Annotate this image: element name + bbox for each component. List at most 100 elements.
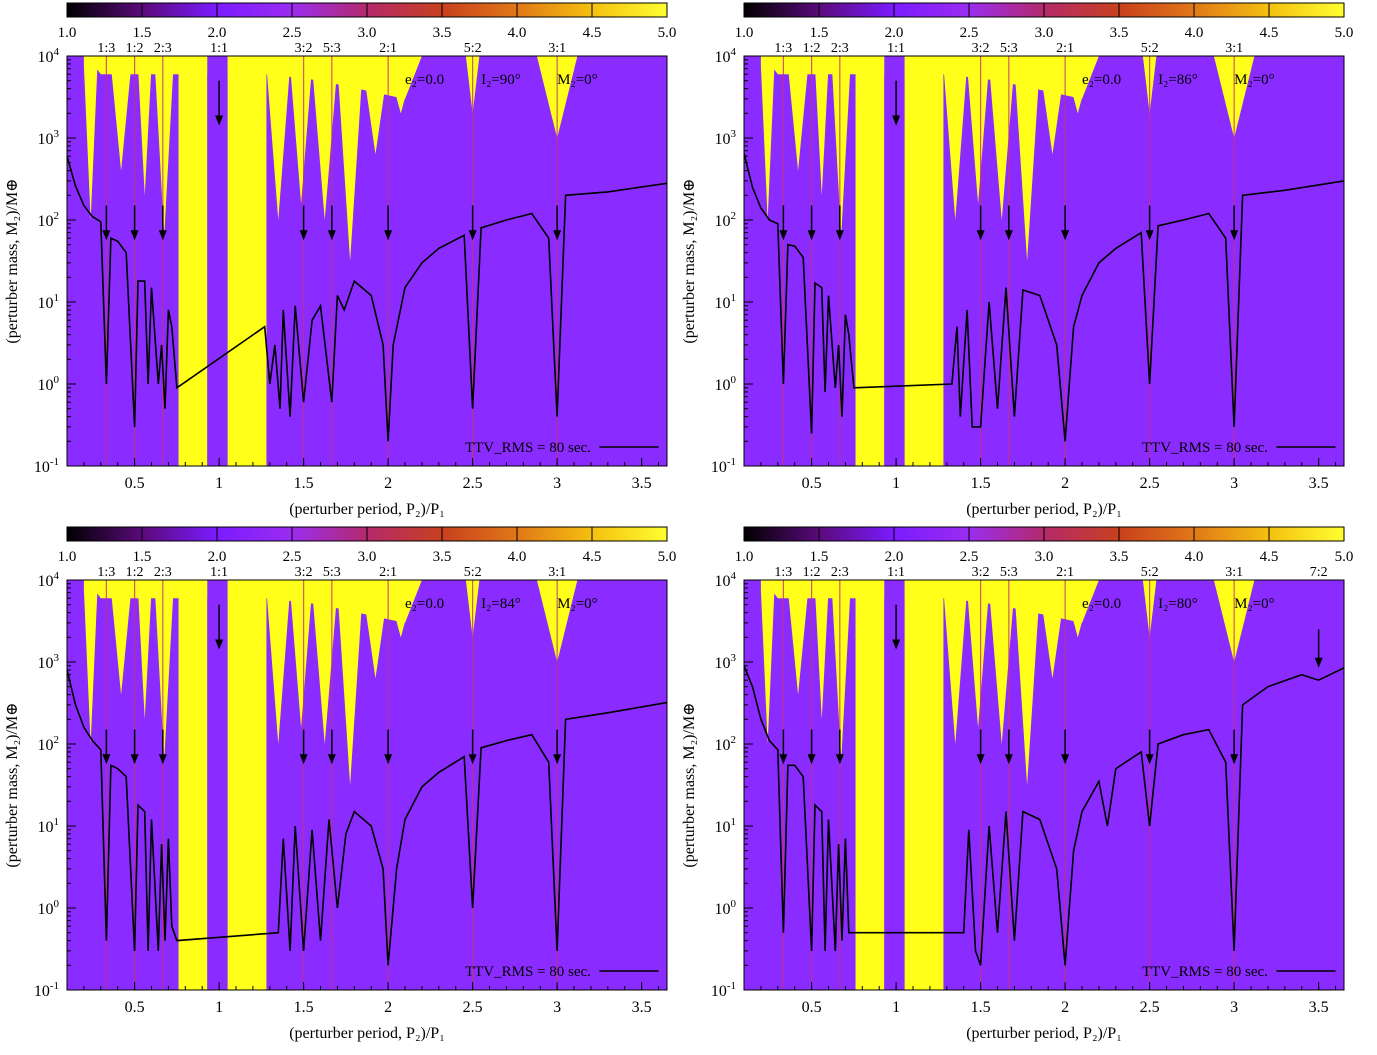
x-tick-label: 3.5 bbox=[632, 475, 652, 492]
plot-frame bbox=[66, 579, 668, 991]
chaotic-region bbox=[83, 56, 98, 220]
x-tick-label: 1.5 bbox=[294, 475, 314, 492]
chaotic-region bbox=[227, 580, 267, 990]
colorbar-tick-label: 1.5 bbox=[810, 25, 829, 41]
x-tick-label: 1 bbox=[892, 475, 900, 492]
colorbar-tick-label: 5.0 bbox=[1335, 25, 1354, 41]
arrow-head bbox=[976, 230, 985, 241]
colorbar-tick-label: 1.0 bbox=[58, 25, 77, 41]
arrow-head bbox=[835, 230, 844, 241]
mean-anomaly-label: M₂=0° bbox=[1234, 72, 1275, 88]
resonance-label: 3:1 bbox=[548, 565, 566, 580]
resonance-label: 3:2 bbox=[972, 565, 990, 580]
colorbar-tick-label: 3.5 bbox=[433, 549, 452, 565]
x-tick-label: 1 bbox=[892, 999, 900, 1016]
chaotic-region bbox=[83, 580, 98, 744]
arrow-head bbox=[215, 115, 224, 126]
mean-anomaly-label: M₂=0° bbox=[557, 596, 598, 612]
arrow-head bbox=[468, 230, 477, 241]
colorbar-tick-label: 4.5 bbox=[583, 549, 602, 565]
chart-panel: 1.0 1.5 2.0 2.5 3.0 3.5 4.0 4.5 5.0 1:3 1:2 2:3 1:1 3… bbox=[4, 2, 676, 518]
chart-panel: 1.0 1.5 2.0 2.5 3.0 3.5 4.0 4.5 5.0 1:3 1:2 2:3 1:1 3… bbox=[681, 2, 1354, 518]
resonance-label: 5:2 bbox=[464, 565, 482, 580]
resonance-label: 5:3 bbox=[323, 565, 341, 580]
arrow-head bbox=[1230, 230, 1239, 241]
chaotic-region bbox=[787, 580, 809, 695]
resonance-label: 1:2 bbox=[126, 565, 144, 580]
chaotic-region bbox=[943, 580, 968, 744]
y-tick-label: 104 bbox=[38, 570, 60, 590]
arrow-head bbox=[158, 230, 167, 241]
resonance-label: 3:2 bbox=[972, 41, 990, 56]
x-tick-label: 3 bbox=[1230, 999, 1238, 1016]
plot-frame bbox=[743, 55, 1345, 467]
arrow-head bbox=[779, 230, 788, 241]
heatmap-background bbox=[744, 56, 1344, 466]
chaotic-region bbox=[814, 56, 829, 196]
chaotic-region bbox=[337, 580, 363, 785]
chaotic-region bbox=[855, 580, 885, 990]
colorbar-tick-label: 2.5 bbox=[283, 549, 302, 565]
resonance-label: 3:1 bbox=[1225, 565, 1243, 580]
ttv-curve bbox=[744, 665, 1344, 966]
resonance-label: 1:3 bbox=[97, 565, 115, 580]
arrow-head bbox=[384, 230, 393, 241]
chaotic-region bbox=[312, 56, 338, 220]
chaotic-region bbox=[178, 580, 208, 990]
x-tick-label: 1.5 bbox=[971, 475, 991, 492]
x-axis-title: (perturber period, P₂)/P₁ bbox=[289, 1025, 445, 1042]
arrow-head bbox=[892, 639, 901, 650]
resonance-label: 1:1 bbox=[210, 565, 228, 580]
resonance-label: 5:3 bbox=[323, 41, 341, 56]
colorbar-tick-label: 5.0 bbox=[1335, 549, 1354, 565]
arrow-head bbox=[835, 754, 844, 765]
plot-frame bbox=[743, 579, 1345, 991]
chaotic-region bbox=[943, 56, 968, 220]
heatmap bbox=[744, 580, 1344, 990]
resonance-label: 2:1 bbox=[379, 41, 397, 56]
chaotic-region bbox=[154, 56, 174, 237]
chaotic-region bbox=[764, 56, 1099, 99]
arrow-head bbox=[553, 754, 562, 765]
arrow-head bbox=[130, 754, 139, 765]
chart-panel: 1.0 1.5 2.0 2.5 3.0 3.5 4.0 4.5 5.0 1:3 1:2 2:3 1:1 3… bbox=[4, 526, 676, 1042]
x-tick-label: 1.5 bbox=[971, 999, 991, 1016]
chaotic-region bbox=[904, 56, 944, 466]
resonance-label: 1:3 bbox=[97, 41, 115, 56]
x-tick-label: 3.5 bbox=[632, 999, 652, 1016]
chaotic-region bbox=[1014, 580, 1040, 785]
ttv-legend-label: TTV_RMS = 80 sec. bbox=[1142, 964, 1268, 980]
chaotic-region bbox=[312, 580, 338, 744]
eccentricity-label: e₂=0.0 bbox=[1082, 72, 1121, 88]
y-axis-title: (perturber mass, M₂)/M⊕ bbox=[681, 702, 698, 867]
colorbar-tick-label: 4.0 bbox=[1185, 549, 1204, 565]
chaotic-region bbox=[855, 56, 885, 466]
resonance-label: 2:3 bbox=[154, 565, 172, 580]
chaotic-region bbox=[814, 580, 829, 720]
heatmap-background bbox=[67, 56, 667, 466]
resonance-label: 3:2 bbox=[295, 565, 313, 580]
arrow-head bbox=[384, 754, 393, 765]
arrow-head bbox=[553, 230, 562, 241]
resonance-label: 1:2 bbox=[803, 565, 821, 580]
chaotic-region bbox=[831, 580, 851, 761]
ttv-legend-label: TTV_RMS = 80 sec. bbox=[465, 964, 591, 980]
arrow-head bbox=[779, 754, 788, 765]
colorbar-tick-label: 1.5 bbox=[810, 549, 829, 565]
x-tick-label: 3 bbox=[553, 999, 561, 1016]
resonance-label: 3:2 bbox=[295, 41, 313, 56]
resonance-label: 1:2 bbox=[126, 41, 144, 56]
x-tick-label: 2 bbox=[1061, 475, 1069, 492]
y-tick-label: 10-1 bbox=[711, 456, 736, 476]
chaotic-region bbox=[967, 56, 990, 204]
arrow-head bbox=[807, 754, 816, 765]
chaotic-region bbox=[1014, 56, 1040, 261]
y-tick-label: 102 bbox=[715, 210, 737, 230]
arrow-head bbox=[1145, 230, 1154, 241]
x-tick-label: 0.5 bbox=[802, 999, 822, 1016]
eccentricity-label: e₂=0.0 bbox=[405, 72, 444, 88]
arrow-head bbox=[299, 230, 308, 241]
colorbar-tick-label: 3.0 bbox=[1035, 549, 1054, 565]
chaotic-region bbox=[87, 56, 422, 99]
mean-anomaly-label: M₂=0° bbox=[557, 72, 598, 88]
